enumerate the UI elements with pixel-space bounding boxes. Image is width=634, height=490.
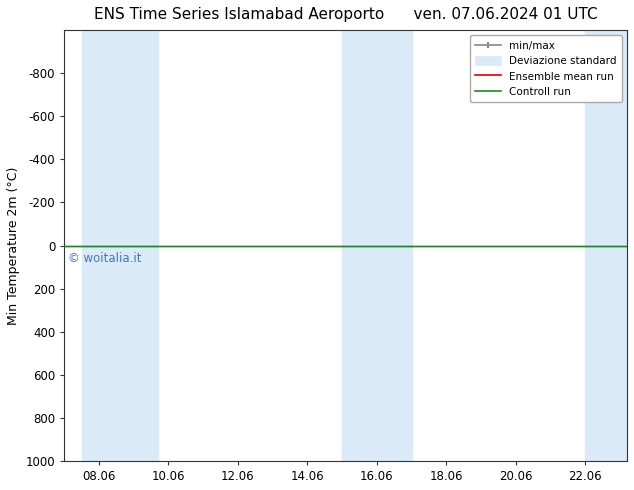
Bar <box>342 30 411 461</box>
Text: © woitalia.it: © woitalia.it <box>68 252 141 265</box>
Title: ENS Time Series Islamabad Aeroporto      ven. 07.06.2024 01 UTC: ENS Time Series Islamabad Aeroporto ven.… <box>94 7 597 22</box>
Bar <box>82 30 158 461</box>
Y-axis label: Min Temperature 2m (°C): Min Temperature 2m (°C) <box>7 166 20 325</box>
Bar <box>585 30 627 461</box>
Legend: min/max, Deviazione standard, Ensemble mean run, Controll run: min/max, Deviazione standard, Ensemble m… <box>470 35 622 102</box>
